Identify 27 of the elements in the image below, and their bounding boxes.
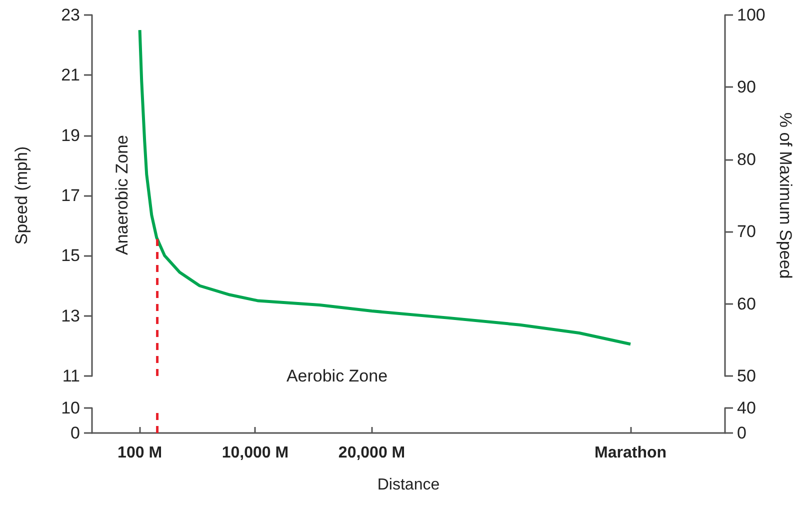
x-axis-title: Distance <box>377 476 440 494</box>
y-tick-label: 0 <box>70 424 80 442</box>
y2-tick-label: 40 <box>737 398 756 418</box>
y-tick-label: 23 <box>61 6 80 24</box>
y2-tick-label: 50 <box>737 366 756 386</box>
y2-tick-label: 100 <box>737 6 766 24</box>
y2-tick-label: 80 <box>737 150 756 169</box>
x-tick-label: Marathon <box>594 444 667 462</box>
y-tick-label: 15 <box>61 246 80 266</box>
line-series <box>138 28 632 346</box>
y2-axis-title: % of Maximum Speed <box>776 112 795 279</box>
x-tick-label: 20,000 M <box>338 444 406 462</box>
y-tick-label: 13 <box>61 306 80 326</box>
y-tick-label: 11 <box>62 366 80 386</box>
y-tick-label: 17 <box>61 186 80 205</box>
annotation: Aerobic Zone <box>286 366 388 386</box>
y2-tick-label: 70 <box>737 222 756 242</box>
y2-tick-label: 0 <box>737 424 746 442</box>
y2-tick-label: 60 <box>737 294 756 314</box>
x-tick-label: 100 M <box>118 444 162 462</box>
y-tick-label: 10 <box>61 398 80 418</box>
y-tick-label: 19 <box>61 126 80 145</box>
y-tick-label: 21 <box>61 66 80 85</box>
y2-tick-label: 90 <box>737 78 756 97</box>
y-axis-title: Speed (mph) <box>12 146 31 245</box>
x-tick-label: 10,000 M <box>222 444 289 462</box>
annotation: Anaerobic Zone <box>112 134 132 256</box>
